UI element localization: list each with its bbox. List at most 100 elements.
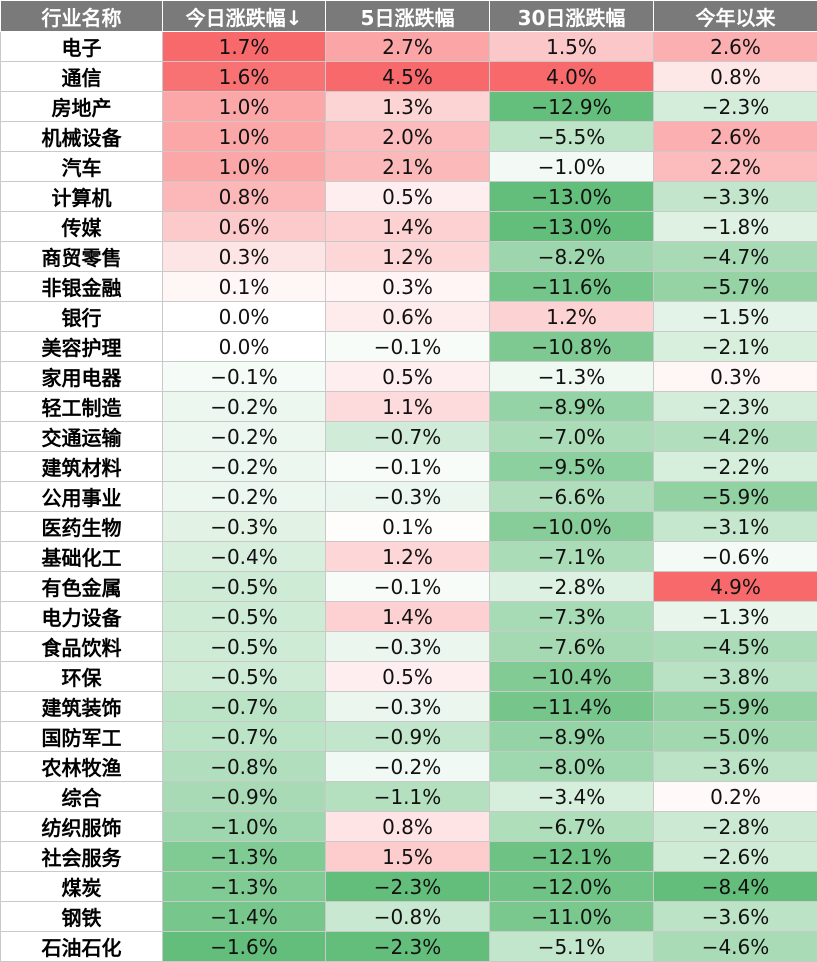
5day-change-cell: −0.3%: [326, 692, 490, 722]
industry-name-cell: 家用电器: [1, 362, 163, 392]
today-change-cell: 1.0%: [163, 152, 326, 182]
today-change-cell: 0.3%: [163, 242, 326, 272]
industry-name-cell: 公用事业: [1, 482, 163, 512]
ytd-change-cell: −0.6%: [654, 542, 817, 572]
today-change-cell: −0.5%: [163, 662, 326, 692]
5day-change-cell: 0.5%: [326, 662, 490, 692]
today-change-cell: 0.1%: [163, 272, 326, 302]
ytd-change-cell: 0.8%: [654, 62, 817, 92]
today-change-cell: 0.8%: [163, 182, 326, 212]
ytd-change-cell: −4.2%: [654, 422, 817, 452]
today-change-cell: 0.6%: [163, 212, 326, 242]
today-change-cell: 0.0%: [163, 302, 326, 332]
industry-name-cell: 轻工制造: [1, 392, 163, 422]
5day-change-cell: 0.1%: [326, 512, 490, 542]
header-5day-change[interactable]: 5日涨跌幅: [326, 1, 490, 32]
30day-change-cell: −11.6%: [490, 272, 654, 302]
today-change-cell: 1.6%: [163, 62, 326, 92]
today-change-cell: −0.5%: [163, 632, 326, 662]
5day-change-cell: 1.3%: [326, 92, 490, 122]
table-row: 公用事业−0.2%−0.3%−6.6%−5.9%: [1, 482, 817, 512]
industry-name-cell: 汽车: [1, 152, 163, 182]
30day-change-cell: −5.1%: [490, 932, 654, 962]
30day-change-cell: −7.0%: [490, 422, 654, 452]
header-ytd-change[interactable]: 今年以来: [654, 1, 817, 32]
5day-change-cell: −0.1%: [326, 572, 490, 602]
5day-change-cell: 0.5%: [326, 182, 490, 212]
30day-change-cell: −10.0%: [490, 512, 654, 542]
30day-change-cell: −11.0%: [490, 902, 654, 932]
industry-name-cell: 纺织服饰: [1, 812, 163, 842]
30day-change-cell: −7.6%: [490, 632, 654, 662]
table-row: 有色金属−0.5%−0.1%−2.8%4.9%: [1, 572, 817, 602]
today-change-cell: −0.1%: [163, 362, 326, 392]
5day-change-cell: −2.3%: [326, 932, 490, 962]
ytd-change-cell: −3.3%: [654, 182, 817, 212]
ytd-change-cell: −4.7%: [654, 242, 817, 272]
industry-name-cell: 电子: [1, 32, 163, 62]
5day-change-cell: 1.4%: [326, 212, 490, 242]
header-today-change[interactable]: 今日涨跌幅↓: [163, 1, 326, 32]
industry-name-cell: 医药生物: [1, 512, 163, 542]
5day-change-cell: 2.7%: [326, 32, 490, 62]
today-change-cell: 1.7%: [163, 32, 326, 62]
30day-change-cell: −1.3%: [490, 362, 654, 392]
ytd-change-cell: −3.6%: [654, 752, 817, 782]
30day-change-cell: −7.3%: [490, 602, 654, 632]
ytd-change-cell: −2.6%: [654, 842, 817, 872]
5day-change-cell: −0.3%: [326, 482, 490, 512]
ytd-change-cell: −1.5%: [654, 302, 817, 332]
ytd-change-cell: −1.3%: [654, 602, 817, 632]
ytd-change-cell: 4.9%: [654, 572, 817, 602]
industry-name-cell: 通信: [1, 62, 163, 92]
header-industry-name: 行业名称: [1, 1, 163, 32]
table-row: 医药生物−0.3%0.1%−10.0%−3.1%: [1, 512, 817, 542]
table-row: 电力设备−0.5%1.4%−7.3%−1.3%: [1, 602, 817, 632]
5day-change-cell: 0.3%: [326, 272, 490, 302]
30day-change-cell: −3.4%: [490, 782, 654, 812]
today-change-cell: −0.5%: [163, 572, 326, 602]
today-change-cell: −0.7%: [163, 722, 326, 752]
table-row: 建筑材料−0.2%−0.1%−9.5%−2.2%: [1, 452, 817, 482]
industry-name-cell: 非银金融: [1, 272, 163, 302]
industry-name-cell: 建筑装饰: [1, 692, 163, 722]
industry-name-cell: 食品饮料: [1, 632, 163, 662]
table-row: 社会服务−1.3%1.5%−12.1%−2.6%: [1, 842, 817, 872]
ytd-change-cell: 2.6%: [654, 32, 817, 62]
30day-change-cell: −7.1%: [490, 542, 654, 572]
today-change-cell: −0.2%: [163, 422, 326, 452]
30day-change-cell: 1.2%: [490, 302, 654, 332]
table-row: 食品饮料−0.5%−0.3%−7.6%−4.5%: [1, 632, 817, 662]
ytd-change-cell: −2.3%: [654, 392, 817, 422]
5day-change-cell: 0.8%: [326, 812, 490, 842]
table-row: 交通运输−0.2%−0.7%−7.0%−4.2%: [1, 422, 817, 452]
ytd-change-cell: −2.1%: [654, 332, 817, 362]
table-row: 煤炭−1.3%−2.3%−12.0%−8.4%: [1, 872, 817, 902]
ytd-change-cell: −3.1%: [654, 512, 817, 542]
header-30day-change[interactable]: 30日涨跌幅: [490, 1, 654, 32]
industry-name-cell: 计算机: [1, 182, 163, 212]
table-row: 基础化工−0.4%1.2%−7.1%−0.6%: [1, 542, 817, 572]
5day-change-cell: −0.7%: [326, 422, 490, 452]
today-change-cell: −0.2%: [163, 482, 326, 512]
today-change-cell: −0.3%: [163, 512, 326, 542]
30day-change-cell: −5.5%: [490, 122, 654, 152]
ytd-change-cell: −5.9%: [654, 692, 817, 722]
5day-change-cell: −0.9%: [326, 722, 490, 752]
industry-name-cell: 社会服务: [1, 842, 163, 872]
30day-change-cell: −8.9%: [490, 392, 654, 422]
industry-name-cell: 银行: [1, 302, 163, 332]
today-change-cell: −1.0%: [163, 812, 326, 842]
industry-name-cell: 建筑材料: [1, 452, 163, 482]
today-change-cell: 1.0%: [163, 92, 326, 122]
today-change-cell: −1.6%: [163, 932, 326, 962]
today-change-cell: −0.5%: [163, 602, 326, 632]
industry-name-cell: 环保: [1, 662, 163, 692]
